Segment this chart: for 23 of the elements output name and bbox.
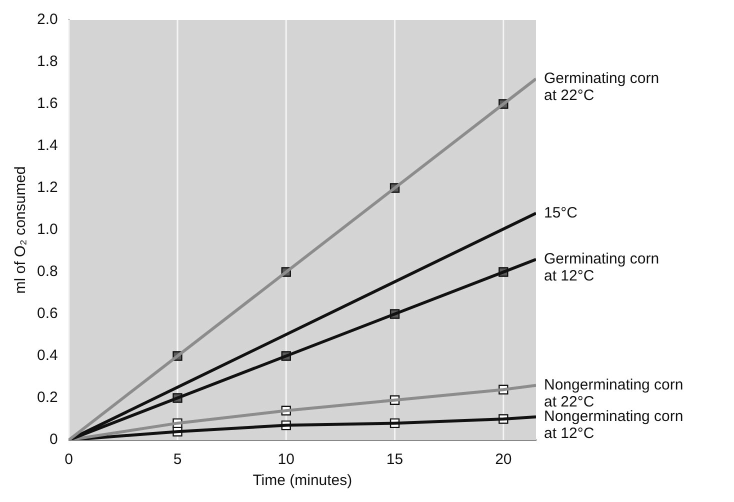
y-tick-label: 2.0 <box>36 11 58 28</box>
x-axis-title: Time (minutes) <box>252 472 352 490</box>
y-tick-label: 0.2 <box>36 389 58 406</box>
y-axis-title: ml of O₂ consumed <box>12 166 30 294</box>
x-tick-label: 15 <box>386 451 404 468</box>
x-tick-label: 20 <box>495 451 512 468</box>
series-label: Nongerminating corn at 22°C <box>544 376 684 411</box>
y-tick-label: 0.4 <box>36 347 58 364</box>
y-tick-label: 1.0 <box>36 221 58 238</box>
y-tick-label: 1.4 <box>36 137 58 154</box>
y-tick-label: 1.6 <box>36 95 58 112</box>
series-label: Germinating corn at 12°C <box>544 250 660 285</box>
y-tick-label: 0 <box>50 431 58 448</box>
y-tick-label: 0.6 <box>36 305 58 322</box>
y-tick-label: 1.2 <box>36 179 58 196</box>
series-label: 15°C <box>544 204 578 222</box>
y-tick-label: 0.8 <box>36 263 58 280</box>
x-tick-label: 10 <box>278 451 294 468</box>
y-tick-label: 1.8 <box>36 53 58 70</box>
series-label: Nongerminating corn at 12°C <box>544 408 684 442</box>
series-label: Germinating corn at 22°C <box>544 70 660 104</box>
x-tick-label: 5 <box>173 451 182 468</box>
x-tick-label: 0 <box>64 451 74 468</box>
